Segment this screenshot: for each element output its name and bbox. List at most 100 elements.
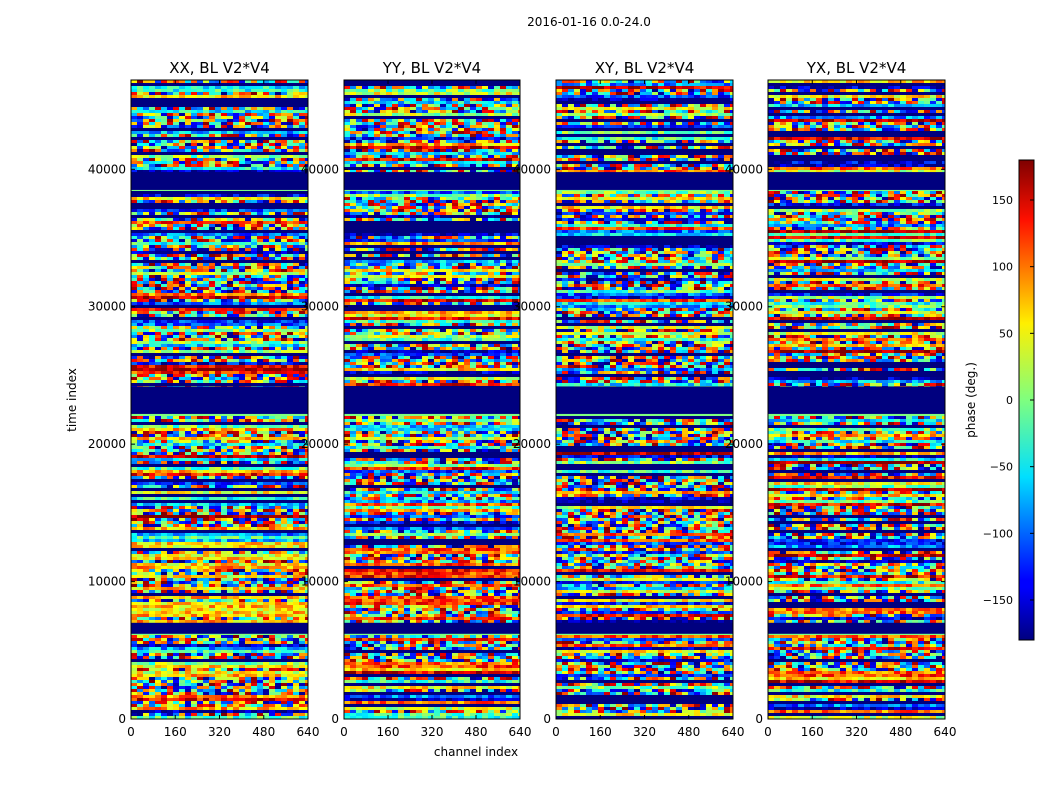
- phase-cell: [245, 614, 251, 617]
- phase-cell: [293, 521, 299, 524]
- phase-cell: [143, 374, 149, 377]
- phase-cell: [305, 110, 308, 113]
- phase-cell: [263, 146, 269, 149]
- phase-cell: [239, 491, 245, 494]
- phase-cell: [155, 644, 161, 647]
- phase-cell: [155, 467, 161, 470]
- phase-cell: [305, 266, 308, 269]
- phase-cell: [239, 485, 245, 488]
- phase-cell: [287, 209, 293, 212]
- phase-cell: [239, 674, 245, 677]
- phase-cell: [275, 323, 281, 326]
- phase-cell: [287, 674, 293, 677]
- phase-cell: [299, 434, 305, 437]
- phase-cell: [293, 290, 299, 293]
- phase-cell: [173, 713, 179, 716]
- phase-cell: [221, 572, 227, 575]
- phase-cell: [173, 458, 179, 461]
- phase-cell: [179, 455, 185, 458]
- phase-cell: [221, 704, 227, 707]
- phase-cell: [299, 605, 305, 608]
- phase-cell: [179, 560, 185, 563]
- phase-cell: [131, 449, 137, 452]
- phase-cell: [185, 134, 191, 137]
- phase-cell: [221, 161, 227, 164]
- phase-cell: [269, 506, 275, 509]
- phase-cell: [155, 452, 161, 455]
- phase-cell: [251, 617, 257, 620]
- phase-cell: [173, 440, 179, 443]
- phase-cell: [167, 512, 173, 515]
- phase-cell: [245, 197, 251, 200]
- phase-cell: [293, 332, 299, 335]
- phase-cell: [245, 650, 251, 653]
- phase-cell: [305, 284, 308, 287]
- phase-cell: [215, 119, 221, 122]
- phase-cell: [275, 209, 281, 212]
- phase-cell: [173, 113, 179, 116]
- phase-cell: [185, 227, 191, 230]
- phase-cell: [221, 683, 227, 686]
- phase-cell: [263, 275, 269, 278]
- phase-cell: [305, 512, 308, 515]
- phase-cell: [155, 455, 161, 458]
- phase-cell: [167, 560, 173, 563]
- phase-cell: [269, 512, 275, 515]
- phase-cell: [293, 686, 299, 689]
- phase-cell: [257, 650, 263, 653]
- phase-cell: [203, 344, 209, 347]
- phase-cell: [269, 665, 275, 668]
- phase-cell: [167, 446, 173, 449]
- phase-cell: [251, 293, 257, 296]
- phase-cell: [173, 578, 179, 581]
- phase-cell: [185, 224, 191, 227]
- phase-cell: [203, 170, 209, 173]
- phase-cell: [245, 668, 251, 671]
- phase-cell: [305, 572, 308, 575]
- phase-cell: [269, 617, 275, 620]
- phase-cell: [167, 239, 173, 242]
- phase-cell: [263, 134, 269, 137]
- phase-cell: [239, 587, 245, 590]
- phase-cell: [209, 311, 215, 314]
- phase-cell: [137, 533, 143, 536]
- phase-cell: [257, 278, 263, 281]
- phase-cell: [293, 560, 299, 563]
- phase-cell: [137, 572, 143, 575]
- phase-cell: [143, 266, 149, 269]
- phase-cell: [275, 350, 281, 353]
- phase-cell: [167, 581, 173, 584]
- phase-cell: [209, 89, 215, 92]
- phase-cell: [137, 560, 143, 563]
- phase-cell: [299, 440, 305, 443]
- phase-cell: [233, 449, 239, 452]
- phase-cell: [167, 683, 173, 686]
- phase-cell: [227, 602, 233, 605]
- phase-cell: [209, 431, 215, 434]
- phase-cell: [263, 437, 269, 440]
- phase-cell: [299, 674, 305, 677]
- phase-cell: [191, 194, 197, 197]
- phase-cell: [293, 419, 299, 422]
- phase-cell: [245, 158, 251, 161]
- phase-cell: [263, 92, 269, 95]
- phase-cell: [197, 143, 203, 146]
- phase-cell: [215, 425, 221, 428]
- phase-cell: [239, 461, 245, 464]
- phase-cell: [221, 539, 227, 542]
- phase-cell: [269, 653, 275, 656]
- phase-cell: [131, 164, 137, 167]
- phase-cell: [191, 569, 197, 572]
- phase-cell: [305, 620, 308, 623]
- phase-cell: [221, 134, 227, 137]
- phase-cell: [275, 572, 281, 575]
- phase-cell: [131, 533, 137, 536]
- flagged-row: [131, 353, 308, 356]
- phase-cell: [239, 200, 245, 203]
- phase-cell: [203, 686, 209, 689]
- phase-cell: [197, 572, 203, 575]
- phase-cell: [161, 134, 167, 137]
- phase-cell: [239, 368, 245, 371]
- phase-cell: [305, 371, 308, 374]
- phase-cell: [287, 257, 293, 260]
